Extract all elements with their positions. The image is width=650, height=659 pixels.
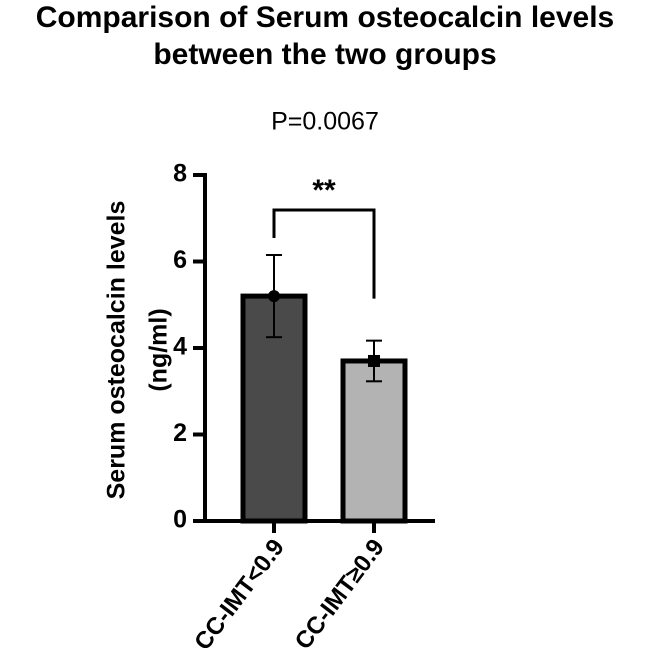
y-axis-label: Serum osteocalcin levels	[103, 201, 131, 500]
y-tick-label: 2	[173, 419, 187, 447]
mean-point	[268, 290, 280, 303]
y-tick-label: 0	[173, 506, 187, 534]
significance-bracket	[272, 208, 376, 299]
chart-title: between the two groups	[153, 38, 496, 71]
significance-label: **	[312, 174, 336, 207]
y-tick-label: 8	[173, 160, 187, 188]
chart-title: Comparison of Serum osteocalcin levels	[36, 1, 615, 34]
y-tick-label: 6	[173, 246, 187, 274]
x-tick-label: CC-IMT≥0.9	[290, 534, 390, 654]
p-value: P=0.0067	[271, 108, 379, 136]
mean-point	[368, 354, 380, 367]
bar	[340, 358, 408, 524]
y-tick-label: 4	[173, 333, 187, 361]
y-axis-label: (ng/ml)	[145, 308, 173, 391]
x-tick-label: CC-IMT<0.9	[189, 534, 290, 655]
